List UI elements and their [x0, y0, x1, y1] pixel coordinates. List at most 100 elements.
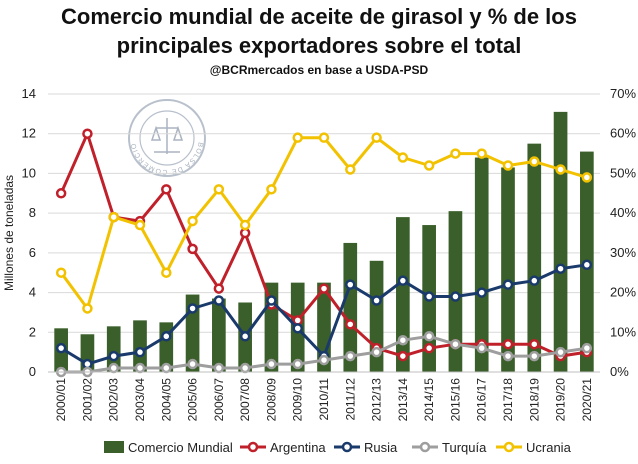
x-tick-label: 2008/09	[264, 378, 278, 422]
marker-ucrania	[502, 160, 514, 171]
x-tick-label: 2019/20	[554, 378, 568, 422]
marker-rusia	[345, 279, 356, 290]
marker-argentina	[213, 283, 225, 294]
seal-scales-icon	[150, 118, 184, 154]
marker-ucrania	[318, 132, 330, 143]
chart-subtitle: @BCRmercados en base a USDA-PSD	[209, 63, 429, 77]
x-tick-label: 2006/07	[212, 378, 226, 422]
chart-title-line2: principales exportadores sobre el total	[116, 33, 522, 58]
marker-turquia	[266, 358, 277, 370]
y-left-tick-label: 14	[22, 86, 36, 101]
marker-ucrania	[82, 303, 93, 314]
marker-argentina	[55, 188, 67, 199]
marker-turquia	[345, 350, 356, 362]
marker-rusia	[371, 295, 382, 306]
marker-argentina	[187, 243, 198, 255]
marker-rusia	[529, 275, 540, 286]
marker-rusia	[292, 323, 303, 334]
bar-comercio-mundial	[474, 157, 489, 372]
marker-ucrania	[292, 132, 303, 143]
axes: 0 2 4 6 8 10 12 14 0% 10% 20% 30% 40% 50% 60% 70% 2000/0…	[2, 86, 636, 421]
x-tick-label: 2005/06	[186, 378, 200, 422]
marker-turquia	[134, 362, 146, 374]
marker-rusia	[397, 275, 409, 286]
legend-marker-rusia	[341, 441, 353, 453]
legend-label-rusia: Rusia	[364, 440, 398, 455]
marker-ucrania	[55, 267, 67, 278]
marker-turquia	[108, 362, 119, 374]
y-right-tick-label: 50%	[610, 165, 636, 180]
legend-label-argentina: Argentina	[270, 440, 326, 455]
x-tick-label: 2014/15	[422, 378, 436, 422]
line-series	[55, 128, 593, 378]
x-tick-label: 2002/03	[107, 378, 121, 422]
chart-title-line1: Comercio mundial de aceite de girasol y …	[61, 4, 577, 29]
legend-marker-ucrania	[503, 441, 515, 453]
marker-ucrania	[555, 164, 566, 175]
legend-swatch-comercio-mundial	[104, 441, 124, 453]
legend-marker-argentina	[247, 441, 259, 453]
marker-rusia	[266, 295, 277, 306]
y-left-tick-label: 12	[22, 126, 36, 141]
marker-rusia	[134, 346, 146, 358]
marker-rusia	[502, 279, 514, 290]
y-right-tick-label: 70%	[610, 86, 636, 101]
marker-rusia	[450, 291, 461, 302]
marker-turquia	[318, 354, 330, 366]
x-tick-label: 2000/01	[54, 378, 68, 422]
marker-turquia	[239, 362, 251, 374]
x-tick-label: 2007/08	[238, 378, 252, 422]
marker-ucrania	[450, 148, 461, 159]
bar-series	[54, 111, 594, 372]
y-right-tick-label: 40%	[610, 205, 636, 220]
legend-marker-turquia	[419, 441, 431, 453]
x-tick-label: 2010/11	[317, 378, 331, 421]
x-tick-label: 2017/18	[501, 378, 515, 422]
marker-ucrania	[423, 160, 435, 171]
marker-turquia	[371, 346, 382, 358]
marker-ucrania	[239, 219, 251, 231]
marker-turquia	[187, 358, 198, 370]
bar-comercio-mundial	[133, 320, 147, 372]
x-tick-label: 2020/21	[580, 378, 594, 422]
marker-ucrania	[108, 211, 119, 223]
marker-turquia	[450, 338, 461, 350]
marker-ucrania	[134, 219, 146, 231]
legend-label-comercio-mundial: Comercio Mundial	[128, 440, 233, 455]
marker-ucrania	[187, 215, 198, 227]
legend: Comercio Mundial Argentina Rusia Turquía Ucr…	[104, 440, 572, 455]
marker-argentina	[161, 184, 172, 195]
bar-comercio-mundial	[106, 326, 121, 372]
y-left-tick-label: 6	[29, 245, 36, 260]
x-tick-label: 2011/12	[343, 378, 357, 421]
marker-turquia	[529, 350, 540, 362]
bar-comercio-mundial	[501, 167, 515, 372]
marker-rusia	[108, 350, 119, 362]
y-left-tick-label: 4	[29, 285, 36, 300]
marker-ucrania	[529, 156, 540, 167]
marker-ucrania	[345, 164, 356, 175]
y-left-tick-label: 0	[29, 364, 36, 379]
marker-argentina	[397, 350, 409, 362]
marker-argentina	[529, 338, 540, 350]
x-tick-label: 2015/16	[448, 378, 462, 422]
marker-turquia	[292, 358, 303, 370]
y-left-tick-label: 2	[29, 324, 36, 339]
x-tick-label: 2013/14	[396, 378, 410, 422]
marker-turquia	[213, 362, 225, 374]
marker-ucrania	[213, 184, 225, 195]
marker-rusia	[187, 303, 198, 314]
y-left-tick-label: 8	[29, 205, 36, 220]
marker-rusia	[476, 287, 487, 298]
x-tick-label: 2018/19	[527, 378, 541, 422]
y-right-tick-label: 20%	[610, 285, 636, 300]
bar-comercio-mundial	[553, 111, 568, 372]
marker-ucrania	[266, 184, 277, 195]
marker-argentina	[318, 283, 330, 294]
marker-rusia	[555, 263, 566, 274]
legend-label-turquia: Turquía	[442, 440, 487, 455]
marker-turquia	[476, 342, 487, 354]
marker-argentina	[82, 128, 93, 139]
marker-ucrania	[161, 267, 172, 278]
marker-turquia	[581, 342, 593, 354]
